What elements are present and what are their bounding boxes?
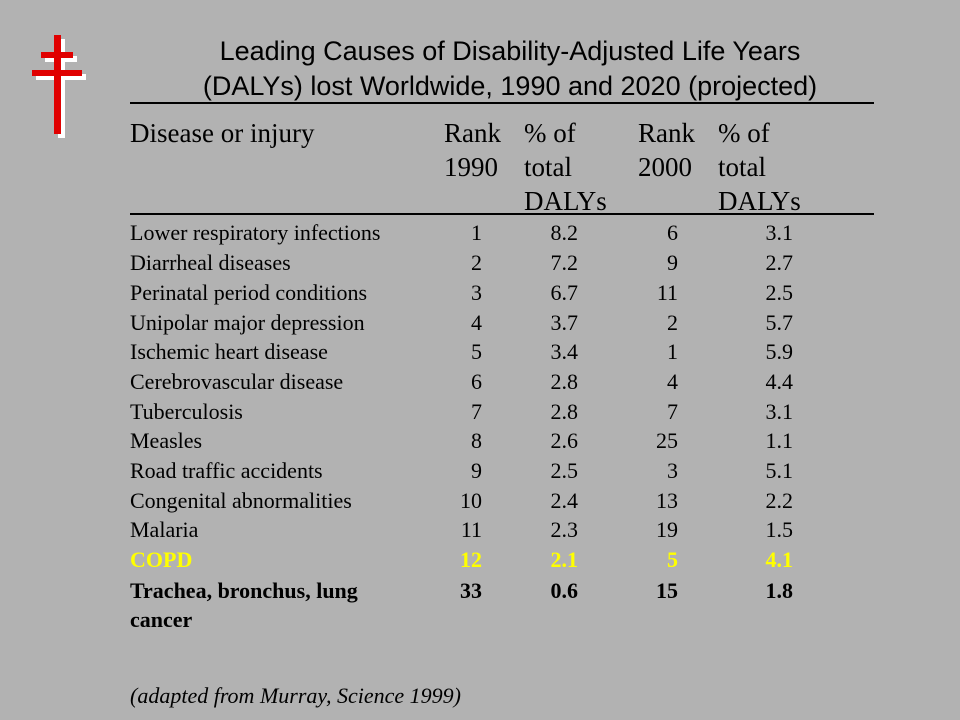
cell-rank-2000: 3 <box>667 458 678 483</box>
cell-pct-1990: 2.8 <box>550 369 579 394</box>
header-rank-1990: Rank 1990 <box>444 118 501 182</box>
double-barred-cross-icon <box>32 35 86 138</box>
cell-rank-1990: 5 <box>471 339 482 364</box>
cell-rank-1990: 11 <box>460 517 482 542</box>
cell-rank-1990: 7 <box>471 399 482 424</box>
cell-disease: COPD <box>130 547 193 572</box>
cell-rank-1990: 2 <box>471 250 482 275</box>
cell-rank-2000: 15 <box>656 578 678 603</box>
cell-pct-1990: 2.8 <box>550 399 579 424</box>
cell-rank-1990: 6 <box>471 369 482 394</box>
cell-pct-1990: 7.2 <box>550 250 579 275</box>
cell-disease: Unipolar major depression <box>130 310 365 335</box>
table-row: Ischemic heart disease 5 3.4 1 5.9 <box>0 337 960 367</box>
source-footnote: (adapted from Murray, Science 1999) <box>130 683 461 708</box>
cell-pct-1990: 2.3 <box>550 517 579 542</box>
table-row: Tuberculosis 7 2.8 7 3.1 <box>0 397 960 427</box>
cell-rank-2000: 9 <box>667 250 678 275</box>
table-row: Diarrheal diseases 2 7.2 9 2.7 <box>0 248 960 278</box>
cell-disease: Congenital abnormalities <box>130 488 352 513</box>
table-row-lung-cancer: Trachea, bronchus, lung cancer 33 0.6 15… <box>0 576 960 636</box>
cell-disease: Lower respiratory infections <box>130 220 381 245</box>
table-row: Unipolar major depression 4 3.7 2 5.7 <box>0 308 960 338</box>
header-pct-2000: % of total DALYs <box>718 118 801 216</box>
table-row: Road traffic accidents 9 2.5 3 5.1 <box>0 456 960 486</box>
cell-disease: Ischemic heart disease <box>130 339 328 364</box>
cell-rank-2000: 2 <box>667 310 678 335</box>
cell-rank-1990: 8 <box>471 428 482 453</box>
cell-rank-2000: 4 <box>667 369 678 394</box>
cell-rank-1990: 3 <box>471 280 482 305</box>
cell-disease: Malaria <box>130 517 199 542</box>
cell-rank-2000: 7 <box>667 399 678 424</box>
cell-pct-2000: 2.2 <box>765 488 794 513</box>
cell-pct-2000: 4.1 <box>765 547 794 572</box>
cell-pct-1990: 8.2 <box>550 220 579 245</box>
cell-pct-2000: 5.9 <box>765 339 794 364</box>
cell-pct-2000: 1.8 <box>765 578 794 603</box>
table-row: Perinatal period conditions 3 6.7 11 2.5 <box>0 278 960 308</box>
cell-pct-2000: 2.5 <box>765 280 794 305</box>
cell-pct-1990: 2.4 <box>550 488 579 513</box>
table-row: Cerebrovascular disease 6 2.8 4 4.4 <box>0 367 960 397</box>
cell-disease: Diarrheal diseases <box>130 250 291 275</box>
cell-disease: Perinatal period conditions <box>130 280 368 305</box>
cell-pct-1990: 2.5 <box>550 458 579 483</box>
cell-rank-1990: 33 <box>460 578 482 603</box>
cell-rank-1990: 1 <box>471 220 482 245</box>
cell-disease: Tuberculosis <box>130 399 243 424</box>
cell-rank-2000: 1 <box>667 339 678 364</box>
cell-pct-1990: 3.7 <box>550 310 579 335</box>
cell-pct-1990: 2.6 <box>550 428 579 453</box>
table-row: Measles 8 2.6 25 1.1 <box>0 426 960 456</box>
cell-rank-2000: 13 <box>656 488 678 513</box>
cell-pct-2000: 1.1 <box>765 428 794 453</box>
title-divider <box>130 102 874 104</box>
cell-rank-1990: 4 <box>471 310 482 335</box>
cell-pct-2000: 2.7 <box>765 250 794 275</box>
cell-rank-1990: 10 <box>460 488 482 513</box>
cell-rank-1990: 12 <box>460 547 482 572</box>
cell-pct-1990: 3.4 <box>550 339 579 364</box>
header-rank-2000: Rank 2000 <box>638 118 695 182</box>
title-line-2: (DALYs) lost Worldwide, 1990 and 2020 (p… <box>202 71 818 101</box>
header-disease: Disease or injury <box>130 118 315 148</box>
page-title: Leading Causes of Disability-Adjusted Li… <box>130 34 890 104</box>
cell-rank-2000: 19 <box>656 517 678 542</box>
table-row-copd: COPD 12 2.1 5 4.1 <box>0 545 960 575</box>
header-divider <box>130 213 874 215</box>
cell-pct-2000: 3.1 <box>765 399 794 424</box>
cell-rank-2000: 11 <box>656 280 678 305</box>
cell-rank-2000: 25 <box>656 428 678 453</box>
cell-rank-2000: 6 <box>667 220 678 245</box>
cell-disease: Measles <box>130 428 203 453</box>
cell-pct-1990: 6.7 <box>550 280 579 305</box>
cell-rank-1990: 9 <box>471 458 482 483</box>
cell-rank-2000: 5 <box>667 547 678 572</box>
cell-pct-1990: 0.6 <box>550 578 579 603</box>
cell-disease: Trachea, bronchus, lung cancer <box>130 578 358 632</box>
cell-pct-2000: 5.1 <box>765 458 794 483</box>
cell-pct-2000: 1.5 <box>765 517 794 542</box>
title-line-1: Leading Causes of Disability-Adjusted Li… <box>219 36 801 66</box>
cell-pct-2000: 4.4 <box>765 369 794 394</box>
cell-pct-2000: 3.1 <box>765 220 794 245</box>
table-row: Congenital abnormalities 10 2.4 13 2.2 <box>0 486 960 516</box>
cell-pct-1990: 2.1 <box>550 547 579 572</box>
cell-disease: Cerebrovascular disease <box>130 369 344 394</box>
cell-disease: Road traffic accidents <box>130 458 323 483</box>
table-row: Malaria 11 2.3 19 1.5 <box>0 515 960 545</box>
header-pct-1990: % of total DALYs <box>524 118 607 216</box>
cell-pct-2000: 5.7 <box>765 310 794 335</box>
table-row: Lower respiratory infections 1 8.2 6 3.1 <box>0 218 960 248</box>
